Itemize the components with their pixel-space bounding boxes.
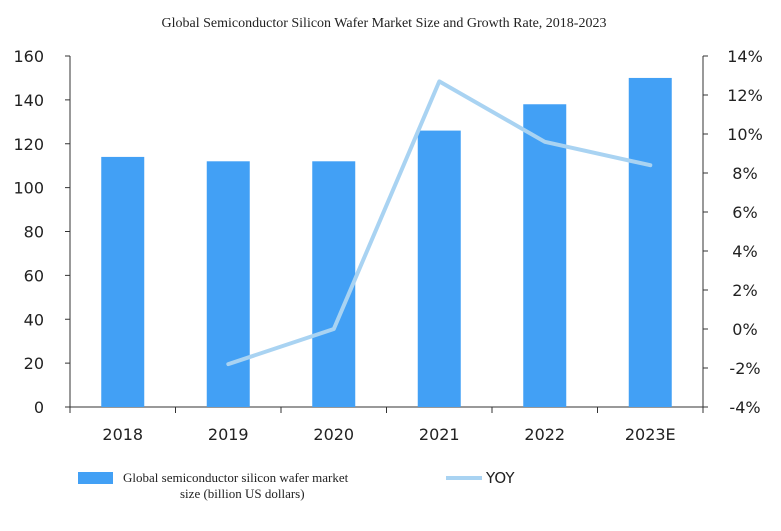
legend-line-label: YOY [485,469,515,487]
left-tick-label: 120 [13,135,44,154]
legend: Global semiconductor silicon wafer marke… [78,469,515,501]
right-tick-label: 2% [732,281,757,300]
left-tick-label: 80 [24,223,44,242]
left-y-axis: 0 20 40 60 80 100 120 140 160 [13,47,71,417]
x-tick-label: 2019 [208,425,249,444]
x-tick-label: 2022 [524,425,565,444]
right-tick-label: -4% [729,398,760,417]
bar [206,161,250,407]
bar [101,156,145,407]
yoy-line-series [226,79,653,367]
bar [523,104,567,407]
left-tick-label: 0 [34,398,44,417]
right-tick-label: 4% [732,242,757,261]
chart-title: Global Semiconductor Silicon Wafer Marke… [162,16,607,31]
x-axis: 2018 2019 2020 2021 2022 2023E [69,406,704,444]
left-tick-label: 60 [24,266,44,285]
left-tick-label: 20 [24,354,44,373]
left-tick-label: 140 [13,91,44,110]
yoy-line [226,79,653,367]
x-tick-label: 2020 [313,425,354,444]
legend-bar-label-line1: Global semiconductor silicon wafer marke… [123,470,349,485]
right-tick-label: -2% [729,359,760,378]
right-tick-label: 10% [727,125,763,144]
bar [628,77,672,407]
left-tick-label: 40 [24,310,44,329]
right-tick-label: 0% [732,320,757,339]
right-tick-label: 6% [732,203,757,222]
legend-bar-label-line2: size (billion US dollars) [180,486,305,501]
x-tick-label: 2018 [102,425,143,444]
x-tick-label: 2021 [419,425,460,444]
bar [312,161,356,407]
right-tick-label: 12% [727,86,763,105]
left-tick-label: 100 [13,179,44,198]
right-tick-label: 8% [732,164,757,183]
x-tick-label: 2023E [625,425,676,444]
bar-series [101,77,672,407]
bar [417,130,461,407]
legend-bar-swatch [78,472,113,484]
left-tick-label: 160 [13,47,44,66]
right-y-axis: -4% -2% 0% 2% 4% 6% 8% 10% 12% 14% [702,47,763,417]
right-tick-label: 14% [727,47,763,66]
